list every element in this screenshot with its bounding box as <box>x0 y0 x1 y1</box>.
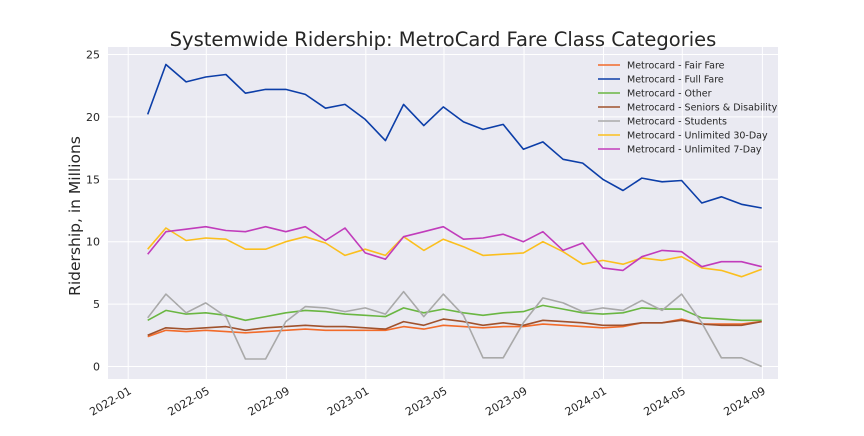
x-tick-label: 2022-01 <box>87 384 133 418</box>
legend: Metrocard - Fair Fare Metrocard - Full Fa… <box>598 61 778 156</box>
x-tick-label: 2022-05 <box>166 384 212 418</box>
grid <box>108 47 778 379</box>
legend-label: Metrocard - Students <box>627 117 727 128</box>
series-line-7 <box>147 225 762 272</box>
legend-label: Metrocard - Full Fare <box>627 75 724 86</box>
x-tick-label: 2023-01 <box>325 384 371 418</box>
x-tick-label: 2022-09 <box>246 384 292 418</box>
series-line-2 <box>146 63 762 209</box>
x-axis: 2022-01 2022-05 2022-09 2023-01 2023-05 2023-… <box>87 384 767 418</box>
y-tick-label: 20 <box>86 111 100 124</box>
legend-label: Metrocard - Other <box>627 89 712 100</box>
x-tick-label: 2024-09 <box>722 384 768 418</box>
y-tick-label: 25 <box>86 48 100 61</box>
legend-label: Metrocard - Unlimited 30-Day <box>627 131 768 142</box>
legend-label: Metrocard - Fair Fare <box>627 61 725 72</box>
legend-label: Metrocard - Seniors & Disability <box>627 103 778 114</box>
x-tick-label: 2024-01 <box>563 384 609 418</box>
y-axis-label: Ridership, in Millions <box>66 136 84 296</box>
series-line-6 <box>147 227 762 278</box>
series-lines <box>146 63 763 368</box>
legend-label: Metrocard - Unlimited 7-Day <box>627 145 762 156</box>
x-tick-label: 2024-05 <box>641 384 687 418</box>
y-tick-label: 0 <box>93 361 100 374</box>
y-tick-label: 5 <box>93 298 100 311</box>
plot-area <box>108 47 778 379</box>
x-tick-label: 2023-09 <box>483 384 529 418</box>
x-tick-label: 2023-05 <box>403 384 449 418</box>
series-line-4 <box>147 318 762 337</box>
series-line-5 <box>147 290 763 368</box>
y-tick-label: 10 <box>86 236 100 249</box>
y-axis: 0 5 10 15 20 25 <box>86 48 100 373</box>
chart-title: Systemwide Ridership: MetroCard Fare Cla… <box>170 28 717 51</box>
y-tick-label: 15 <box>86 173 100 186</box>
